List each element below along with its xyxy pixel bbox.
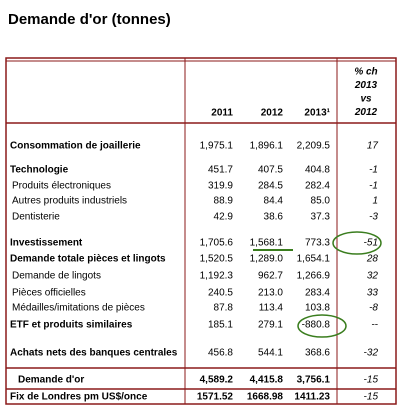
highlight-circle (332, 231, 382, 255)
row-label: ETF et produits similaires (10, 320, 133, 331)
cell-value: 451.7 (208, 165, 233, 176)
cell-change: 28 (366, 254, 379, 265)
cell-change: -1 (369, 181, 378, 192)
column-header: 2013 (354, 80, 378, 91)
highlight-circle (297, 314, 347, 338)
cell-value: 1411.23 (294, 392, 330, 403)
cell-value: 2,209.5 (297, 141, 331, 152)
cell-value: 773.3 (305, 238, 330, 249)
cell-value: 37.3 (311, 212, 331, 223)
cell-value: 544.1 (258, 348, 283, 359)
cell-value: 103.8 (305, 303, 330, 314)
row-label: Dentisterie (12, 212, 60, 223)
column-header: vs (360, 94, 372, 105)
cell-value: 1571.52 (197, 392, 234, 403)
cell-value: 319.9 (208, 181, 233, 192)
column-header: 2011 (211, 108, 233, 119)
cell-value: 1,896.1 (250, 141, 284, 152)
title: Demande d'or (tonnes) (8, 11, 171, 28)
cell-value: 279.1 (258, 320, 283, 331)
cell-value: 113.4 (259, 303, 284, 314)
column-header: 2012 (354, 107, 378, 118)
cell-value: 404.8 (305, 165, 330, 176)
cell-change: -32 (364, 348, 379, 359)
cell-value: 87.8 (214, 303, 234, 314)
row-label: Pièces officielles (12, 288, 86, 299)
cell-change: 1 (372, 196, 378, 207)
cell-value: 4,415.8 (250, 375, 284, 386)
row-label: Technologie (10, 165, 69, 176)
row-label: Produits électroniques (12, 181, 111, 192)
cell-value: -880.8 (302, 320, 331, 331)
row-label: Autres produits industriels (12, 196, 127, 207)
cell-value: 1,289.0 (250, 254, 284, 265)
table-border (5, 57, 397, 405)
cell-value: 240.5 (208, 288, 233, 299)
cell-value: 84.4 (264, 196, 284, 207)
cell-value: 1,192.3 (200, 271, 234, 282)
cell-value: 3,756.1 (297, 375, 331, 386)
row-label: Demande totale pièces et lingots (10, 254, 166, 265)
cell-value: 42.9 (214, 212, 234, 223)
cell-value: 88.9 (214, 196, 234, 207)
cell-change: -15 (364, 392, 379, 403)
cell-value: 456.8 (208, 348, 233, 359)
cell-value: 1,520.5 (200, 254, 234, 265)
row-label: Demande de lingots (12, 271, 101, 282)
cell-value: 1668.98 (247, 392, 284, 403)
cell-change: -15 (364, 375, 379, 386)
cell-value: 1,654.1 (297, 254, 331, 265)
cell-value: 283.4 (305, 288, 330, 299)
cell-value: 1,975.1 (200, 141, 234, 152)
cell-change: -51 (364, 238, 378, 249)
cell-value: 368.6 (305, 348, 330, 359)
cell-value: 4,589.2 (200, 375, 234, 386)
cell-value: 282.4 (305, 181, 330, 192)
cell-value: 1,705.6 (200, 238, 234, 249)
row-label: Fix de Londres pm US$/once (10, 392, 148, 403)
cell-value: 962.7 (258, 271, 283, 282)
cell-value: 284.5 (258, 181, 283, 192)
cell-change: 33 (367, 288, 379, 299)
cell-value: 85.0 (311, 196, 331, 207)
row-label: Consommation de joaillerie (10, 141, 141, 152)
column-header: 2013¹ (304, 108, 330, 119)
cell-value: 407.5 (258, 165, 283, 176)
column-header: % ch (354, 67, 377, 78)
cell-value: 213.0 (258, 288, 283, 299)
cell-change: -- (371, 320, 378, 331)
cell-change: 17 (367, 141, 379, 152)
cell-value: 1,568.1 (250, 238, 284, 249)
column-header: 2012 (261, 108, 284, 119)
row-label: Médailles/imitations de pièces (12, 303, 145, 314)
cell-value: 38.6 (264, 212, 284, 223)
row-label: Achats nets des banques centrales (10, 348, 178, 359)
cell-value: 185.1 (208, 320, 233, 331)
cell-change: -1 (369, 165, 378, 176)
cell-value: 1,266.9 (297, 271, 331, 282)
row-label: Demande d'or (18, 375, 84, 386)
cell-change: -3 (369, 212, 378, 223)
cell-change: 32 (367, 271, 379, 282)
row-label: Investissement (10, 238, 83, 249)
cell-change: -8 (369, 303, 378, 314)
table-frame (5, 57, 397, 405)
